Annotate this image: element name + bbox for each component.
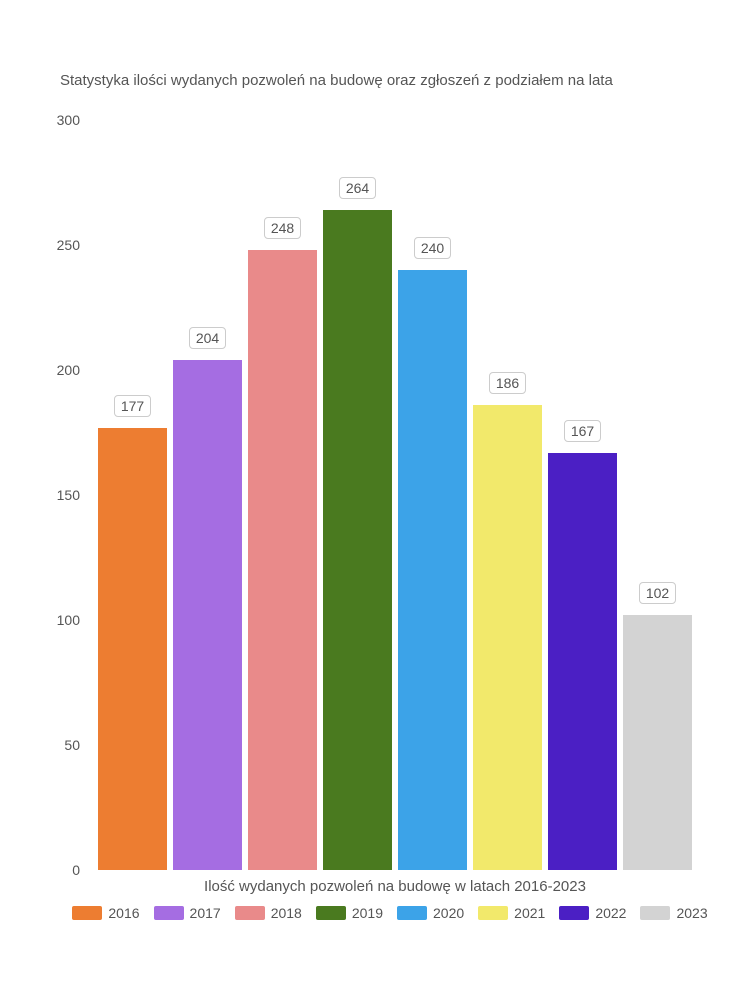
legend-item: 2023 — [640, 905, 707, 921]
bar-value-label: 264 — [339, 177, 376, 199]
y-tick: 150 — [30, 487, 80, 503]
legend-label: 2017 — [190, 905, 221, 921]
bar-value-label: 177 — [114, 395, 151, 417]
y-tick: 0 — [30, 862, 80, 878]
bar-value-label: 186 — [489, 372, 526, 394]
legend-label: 2023 — [676, 905, 707, 921]
bar-wrapper: 204 — [173, 120, 242, 870]
bar — [248, 250, 317, 870]
bar-wrapper: 102 — [623, 120, 692, 870]
legend-swatch — [154, 906, 184, 920]
bar — [623, 615, 692, 870]
bar — [98, 428, 167, 871]
bar — [173, 360, 242, 870]
bar-value-label: 248 — [264, 217, 301, 239]
legend-label: 2018 — [271, 905, 302, 921]
y-tick: 100 — [30, 612, 80, 628]
bar — [473, 405, 542, 870]
bar-value-label: 102 — [639, 582, 676, 604]
y-tick: 250 — [30, 237, 80, 253]
legend-swatch — [478, 906, 508, 920]
legend-item: 2020 — [397, 905, 464, 921]
legend-swatch — [640, 906, 670, 920]
bar — [398, 270, 467, 870]
bar-value-label: 167 — [564, 420, 601, 442]
bar-wrapper: 167 — [548, 120, 617, 870]
bar — [548, 453, 617, 871]
legend-label: 2016 — [108, 905, 139, 921]
legend-swatch — [72, 906, 102, 920]
legend: 2016 2017 2018 2019 2020 2021 2022 2023 — [50, 905, 730, 921]
legend-swatch — [235, 906, 265, 920]
bar — [323, 210, 392, 870]
chart-title: Statystyka ilości wydanych pozwoleń na b… — [60, 72, 740, 89]
legend-swatch — [316, 906, 346, 920]
legend-label: 2021 — [514, 905, 545, 921]
bar-wrapper: 240 — [398, 120, 467, 870]
bars-group: 177 204 248 264 240 186 167 102 — [85, 120, 705, 870]
legend-swatch — [397, 906, 427, 920]
y-tick: 300 — [30, 112, 80, 128]
legend-item: 2022 — [559, 905, 626, 921]
legend-item: 2017 — [154, 905, 221, 921]
plot-area: 177 204 248 264 240 186 167 102 — [85, 120, 705, 870]
legend-label: 2019 — [352, 905, 383, 921]
bar-wrapper: 177 — [98, 120, 167, 870]
bar-value-label: 204 — [189, 327, 226, 349]
legend-swatch — [559, 906, 589, 920]
bar-wrapper: 264 — [323, 120, 392, 870]
bar-wrapper: 248 — [248, 120, 317, 870]
legend-label: 2022 — [595, 905, 626, 921]
bar-value-label: 240 — [414, 237, 451, 259]
bar-wrapper: 186 — [473, 120, 542, 870]
chart-container: Statystyka ilości wydanych pozwoleń na b… — [0, 0, 750, 1000]
legend-item: 2021 — [478, 905, 545, 921]
legend-item: 2019 — [316, 905, 383, 921]
legend-item: 2018 — [235, 905, 302, 921]
x-axis-label: Ilość wydanych pozwoleń na budowę w lata… — [85, 878, 705, 895]
legend-label: 2020 — [433, 905, 464, 921]
y-axis: 050100150200250300 — [30, 120, 80, 870]
y-tick: 50 — [30, 737, 80, 753]
legend-item: 2016 — [72, 905, 139, 921]
y-tick: 200 — [30, 362, 80, 378]
